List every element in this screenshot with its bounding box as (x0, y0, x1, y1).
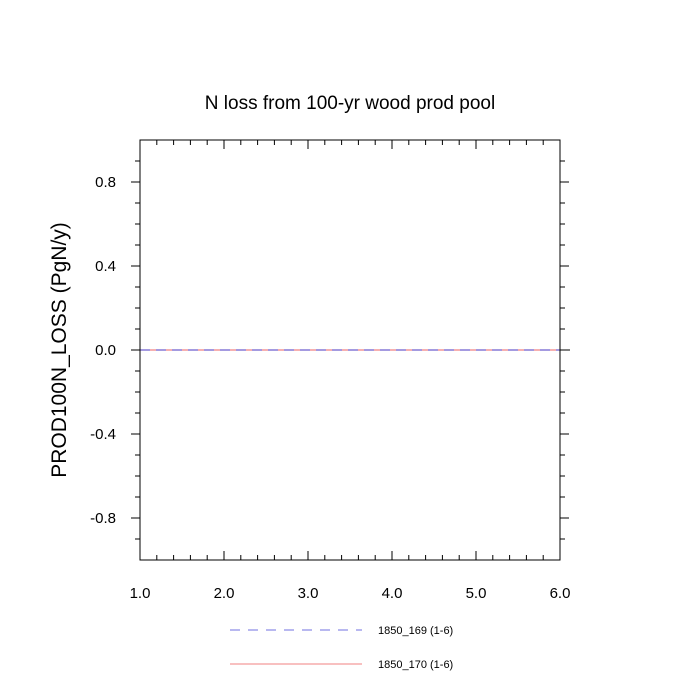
y-tick-label: 0.8 (95, 174, 116, 191)
y-axis-label: PROD100N_LOSS (PgN/y) (48, 222, 71, 478)
x-tick-label: 4.0 (382, 585, 403, 602)
x-tick-label: 3.0 (298, 585, 319, 602)
y-tick-label: 0.4 (95, 258, 116, 275)
y-tick-label: -0.8 (90, 510, 116, 527)
tick-layer: 1.0 2.0 3.0 4.0 5.0 6.0 -0.8 -0.4 0.0 0.4 0.8 (90, 140, 570, 602)
chart-title: N loss from 100-yr wood prod pool (205, 93, 495, 114)
legend-label: 1850_169 (1-6) (378, 625, 453, 637)
legend: 1850_169 (1-6) 1850_170 (1-6) (230, 625, 453, 671)
y-tick-label: 0.0 (95, 342, 116, 359)
y-tick-label: -0.4 (90, 426, 116, 443)
legend-label: 1850_170 (1-6) (378, 659, 453, 671)
x-tick-label: 1.0 (130, 585, 151, 602)
x-tick-label: 2.0 (214, 585, 235, 602)
x-tick-label: 5.0 (466, 585, 487, 602)
x-tick-label: 6.0 (550, 585, 571, 602)
